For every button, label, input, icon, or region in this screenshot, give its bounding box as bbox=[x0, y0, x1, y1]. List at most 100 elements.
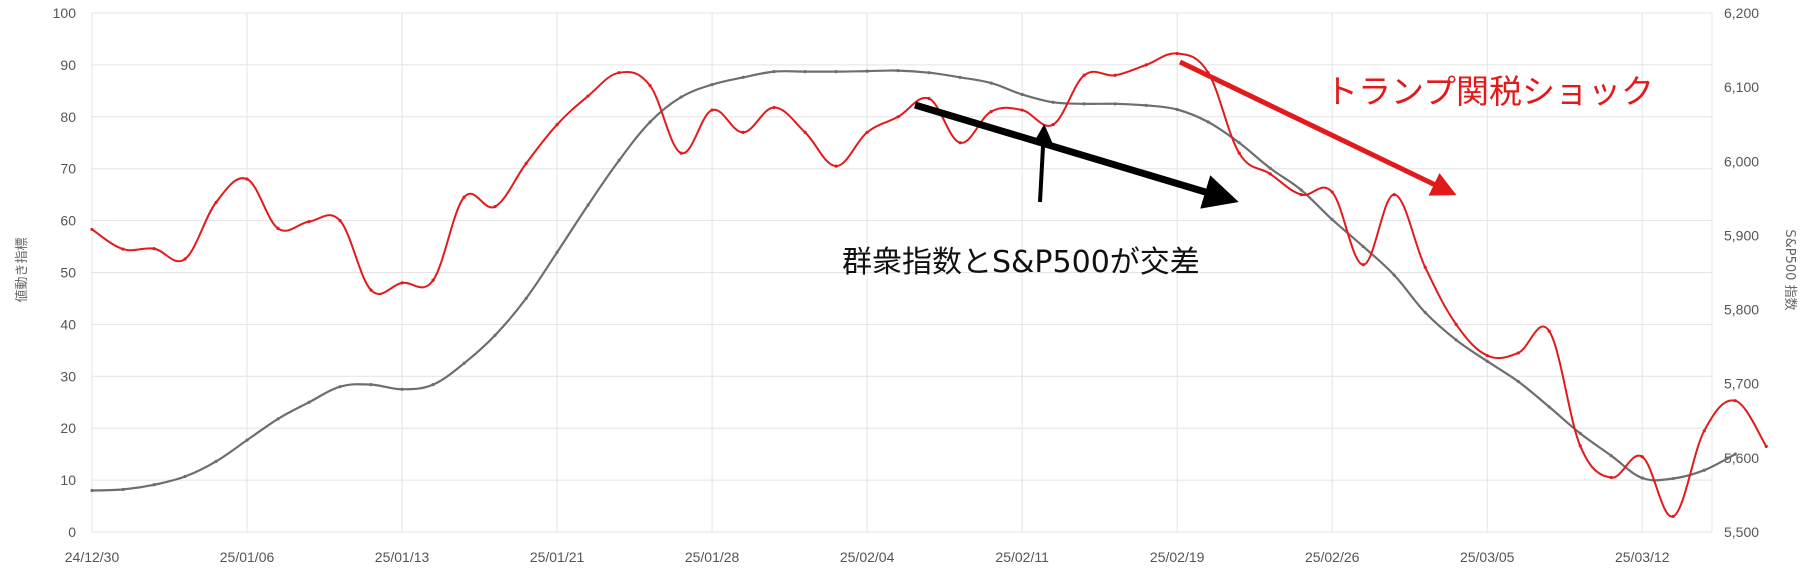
series-point-0 bbox=[958, 141, 962, 145]
x-axis-ticks: 24/12/30 25/01/06 25/01/13 25/01/21 25/01/28… bbox=[65, 549, 1670, 565]
series-point-0 bbox=[1330, 190, 1334, 194]
series-point-0 bbox=[989, 110, 993, 114]
series-point-1 bbox=[338, 385, 342, 389]
tariff-shock-arrow bbox=[1178, 59, 1457, 196]
series-point-1 bbox=[90, 488, 94, 493]
series-point-0 bbox=[1082, 73, 1086, 77]
series-point-1 bbox=[1392, 273, 1396, 277]
series-point-1 bbox=[121, 487, 125, 492]
series-point-1 bbox=[1516, 379, 1520, 384]
series-point-1 bbox=[1113, 102, 1117, 106]
series-point-1 bbox=[1299, 188, 1303, 192]
right-axis-title: S&P500 指数 bbox=[1782, 229, 1797, 310]
series-point-0 bbox=[307, 220, 311, 224]
right-tick-label: 6,200 bbox=[1724, 5, 1759, 21]
series-point-1 bbox=[1640, 476, 1644, 480]
series-point-0 bbox=[400, 281, 404, 285]
series-point-1 bbox=[1020, 92, 1024, 97]
series-point-0 bbox=[1051, 122, 1055, 127]
series-point-0 bbox=[865, 130, 869, 134]
series-point-0 bbox=[245, 177, 249, 181]
series-point-0 bbox=[1144, 63, 1148, 67]
series-point-1 bbox=[1330, 217, 1334, 222]
series-point-1 bbox=[524, 296, 528, 301]
series-point-0 bbox=[927, 97, 931, 101]
series-point-1 bbox=[1051, 100, 1055, 104]
x-tick-label: 25/02/11 bbox=[995, 549, 1049, 565]
series-point-0 bbox=[462, 195, 466, 199]
series-point-1 bbox=[1206, 120, 1210, 124]
series-point-0 bbox=[276, 226, 280, 230]
series-point-0 bbox=[1268, 172, 1272, 176]
series-point-1 bbox=[741, 75, 745, 79]
series-point-1 bbox=[1361, 244, 1365, 249]
series-point-0 bbox=[1485, 353, 1489, 358]
left-tick-label: 100 bbox=[53, 5, 77, 21]
crossing-up-arrow bbox=[1033, 124, 1054, 203]
left-tick-label: 60 bbox=[60, 213, 76, 229]
series-point-0 bbox=[1671, 514, 1675, 519]
right-tick-label: 5,500 bbox=[1724, 524, 1759, 540]
series-point-1 bbox=[1144, 103, 1148, 107]
left-tick-label: 70 bbox=[60, 161, 76, 177]
series-point-0 bbox=[183, 257, 187, 261]
series-point-1 bbox=[1082, 102, 1086, 106]
series-point-0 bbox=[1578, 444, 1582, 448]
series-point-0 bbox=[1299, 193, 1303, 197]
series-point-0 bbox=[617, 71, 621, 75]
series-point-0 bbox=[1702, 429, 1706, 433]
series-point-1 bbox=[896, 69, 900, 73]
series-point-1 bbox=[586, 203, 590, 207]
series-point-1 bbox=[834, 70, 838, 74]
series-point-0 bbox=[803, 130, 807, 134]
series-point-1 bbox=[1733, 452, 1737, 456]
series-point-0 bbox=[710, 108, 714, 112]
x-tick-label: 25/02/19 bbox=[1150, 549, 1205, 565]
series-point-1 bbox=[1268, 166, 1272, 170]
series-point-0 bbox=[1547, 329, 1551, 333]
series-point-1 bbox=[307, 400, 311, 404]
crossing-arrow bbox=[913, 101, 1239, 209]
series-point-1 bbox=[214, 459, 218, 464]
x-tick-label: 25/01/06 bbox=[220, 549, 275, 565]
series-point-1 bbox=[958, 75, 962, 79]
series-point-1 bbox=[183, 474, 187, 479]
series-point-0 bbox=[586, 94, 590, 98]
series-point-0 bbox=[772, 105, 776, 110]
series-point-0 bbox=[1392, 193, 1396, 197]
left-tick-label: 40 bbox=[60, 316, 76, 332]
series-point-1 bbox=[617, 158, 621, 162]
x-tick-label: 25/03/12 bbox=[1615, 549, 1670, 565]
series-point-0 bbox=[1237, 151, 1241, 155]
series-point-0 bbox=[741, 130, 745, 134]
series-point-0 bbox=[679, 151, 683, 155]
series-point-1 bbox=[152, 483, 156, 487]
right-tick-label: 5,800 bbox=[1724, 302, 1759, 318]
series-point-0 bbox=[121, 247, 125, 251]
series-point-1 bbox=[1175, 107, 1179, 112]
right-tick-label: 6,100 bbox=[1724, 79, 1759, 95]
tariff-shock-annotation: トランプ関税ショック bbox=[1325, 72, 1654, 111]
series-point-0 bbox=[1454, 322, 1458, 326]
x-tick-label: 24/12/30 bbox=[65, 549, 120, 565]
right-axis-ticks: 5,500 5,600 5,700 5,800 5,900 6,000 6,100 6,200 bbox=[1724, 5, 1759, 540]
series-point-0 bbox=[1020, 108, 1024, 112]
series-point-1 bbox=[927, 71, 931, 75]
series-point-1 bbox=[865, 69, 869, 73]
series-point-0 bbox=[1733, 399, 1737, 403]
series-point-0 bbox=[648, 84, 652, 88]
left-tick-label: 10 bbox=[60, 472, 76, 488]
series-point-1 bbox=[462, 361, 466, 365]
series-point-0 bbox=[524, 161, 528, 166]
series-point-1 bbox=[245, 438, 249, 442]
series-point-0 bbox=[214, 200, 218, 205]
left-tick-label: 90 bbox=[60, 57, 76, 73]
series-point-0 bbox=[90, 227, 94, 232]
right-tick-label: 5,600 bbox=[1724, 450, 1759, 466]
series-point-1 bbox=[1547, 405, 1551, 409]
series-point-0 bbox=[1609, 475, 1613, 480]
x-tick-label: 25/01/21 bbox=[530, 549, 585, 565]
series-point-1 bbox=[648, 120, 652, 124]
series-point-0 bbox=[1423, 265, 1427, 269]
